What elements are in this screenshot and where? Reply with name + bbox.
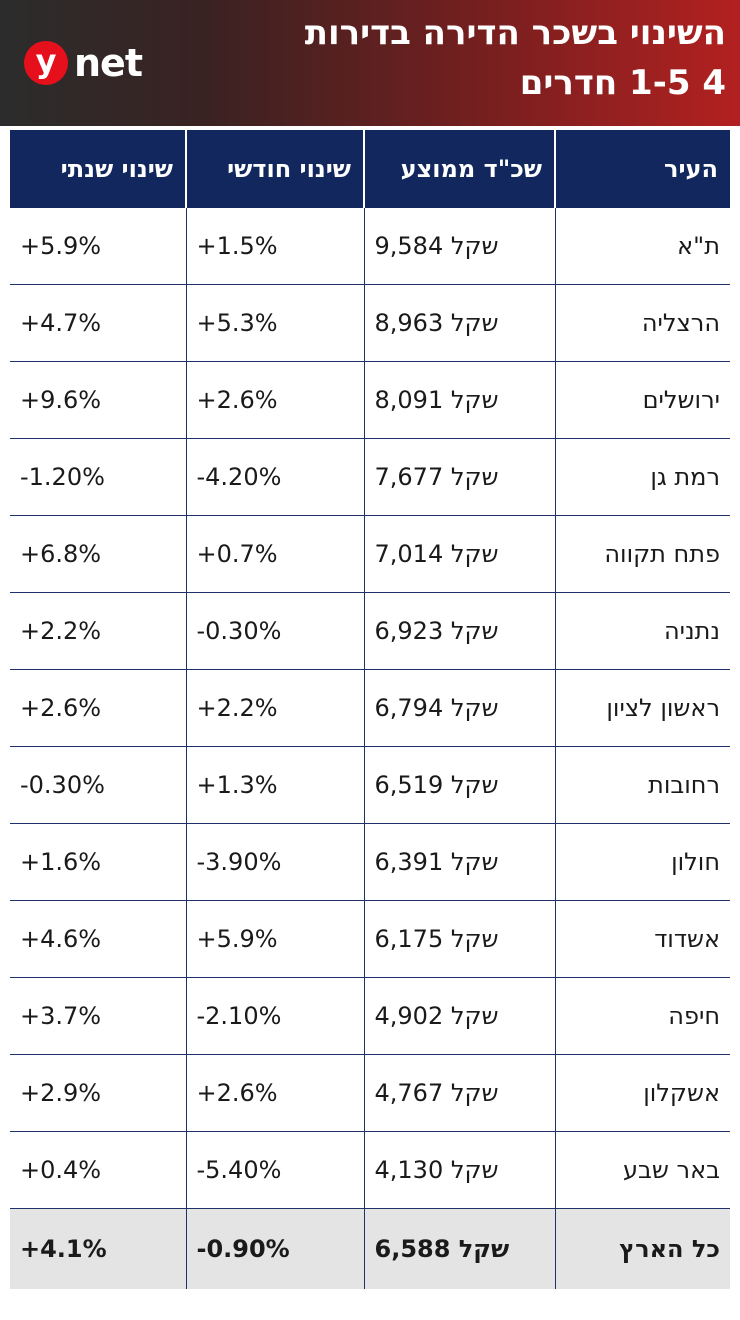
cell-monthly: +0.7% [185, 515, 364, 593]
cell-monthly: +5.3% [185, 284, 364, 362]
ynet-logo-y: y [24, 41, 68, 85]
cell-city: נתניה [554, 592, 730, 670]
cell-yearly: +6.8% [10, 515, 186, 593]
title-line-2: 4 1-5 חדרים [519, 63, 726, 103]
cell-city: פתח תקווה [554, 515, 730, 593]
cell-rent: 6,923 שקל [363, 592, 555, 670]
cell-yearly: +4.6% [10, 900, 186, 978]
table-row: נתניה 6,923 שקל -0.30% +2.2% [10, 592, 730, 670]
graphic-header: השינוי בשכר הדירה בדירות 4 1-5 חדרים y n… [0, 0, 740, 126]
cell-city: חולון [554, 823, 730, 901]
cell-monthly: +2.2% [185, 669, 364, 747]
cell-city: ת"א [554, 208, 730, 285]
cell-yearly: +5.9% [10, 208, 186, 285]
cell-monthly: +5.9% [185, 900, 364, 978]
header-city: העיר [554, 130, 730, 208]
cell-yearly: +1.6% [10, 823, 186, 901]
cell-monthly: +2.6% [185, 361, 364, 439]
total-rent: 6,588 שקל [363, 1208, 555, 1289]
header-yearly-change: שינוי שנתי [10, 130, 186, 208]
cell-rent: 6,175 שקל [363, 900, 555, 978]
cell-rent: 6,794 שקל [363, 669, 555, 747]
cell-yearly: +4.7% [10, 284, 186, 362]
table-row: ראשון לציון 6,794 שקל +2.2% +2.6% [10, 669, 730, 747]
table-row: הרצליה 8,963 שקל +5.3% +4.7% [10, 284, 730, 362]
table-header-row: העיר שכ"ד ממוצע שינוי חודשי שינוי שנתי [10, 130, 730, 208]
cell-rent: 8,091 שקל [363, 361, 555, 439]
cell-monthly: -5.40% [185, 1131, 364, 1209]
cell-city: ירושלים [554, 361, 730, 439]
total-monthly: -0.90% [185, 1208, 364, 1289]
cell-monthly: -2.10% [185, 977, 364, 1055]
cell-yearly: +2.6% [10, 669, 186, 747]
table-body: ת"א 9,584 שקל +1.5% +5.9% הרצליה 8,963 שקל +5.… [10, 208, 730, 1289]
cell-rent: 6,519 שקל [363, 746, 555, 824]
cell-city: רחובות [554, 746, 730, 824]
cell-rent: 6,391 שקל [363, 823, 555, 901]
cell-rent: 7,677 שקל [363, 438, 555, 516]
header-monthly-change: שינוי חודשי [185, 130, 364, 208]
total-city: כל הארץ [554, 1208, 730, 1289]
cell-city: אשקלון [554, 1054, 730, 1132]
table-row: אשדוד 6,175 שקל +5.9% +4.6% [10, 900, 730, 978]
cell-yearly: +9.6% [10, 361, 186, 439]
cell-yearly: +0.4% [10, 1131, 186, 1209]
cell-city: הרצליה [554, 284, 730, 362]
cell-yearly: +3.7% [10, 977, 186, 1055]
cell-yearly: +2.2% [10, 592, 186, 670]
cell-yearly: -0.30% [10, 746, 186, 824]
cell-city: חיפה [554, 977, 730, 1055]
table-row: פתח תקווה 7,014 שקל +0.7% +6.8% [10, 515, 730, 593]
table-row: אשקלון 4,767 שקל +2.6% +2.9% [10, 1054, 730, 1132]
cell-city: ראשון לציון [554, 669, 730, 747]
cell-rent: 9,584 שקל [363, 208, 555, 285]
cell-rent: 4,130 שקל [363, 1131, 555, 1209]
table-row: רמת גן 7,677 שקל -4.20% -1.20% [10, 438, 730, 516]
table-row: באר שבע 4,130 שקל -5.40% +0.4% [10, 1131, 730, 1209]
cell-rent: 4,767 שקל [363, 1054, 555, 1132]
cell-rent: 8,963 שקל [363, 284, 555, 362]
cell-monthly: -4.20% [185, 438, 364, 516]
rent-change-table: העיר שכ"ד ממוצע שינוי חודשי שינוי שנתי ת… [10, 130, 730, 1289]
cell-monthly: -3.90% [185, 823, 364, 901]
cell-city: רמת גן [554, 438, 730, 516]
cell-rent: 4,902 שקל [363, 977, 555, 1055]
table-row: חולון 6,391 שקל -3.90% +1.6% [10, 823, 730, 901]
cell-city: אשדוד [554, 900, 730, 978]
cell-yearly: +2.9% [10, 1054, 186, 1132]
title-line-1: השינוי בשכר הדירה בדירות [304, 13, 726, 53]
cell-yearly: -1.20% [10, 438, 186, 516]
cell-monthly: +1.3% [185, 746, 364, 824]
table-row: ת"א 9,584 שקל +1.5% +5.9% [10, 208, 730, 285]
table-row: ירושלים 8,091 שקל +2.6% +9.6% [10, 361, 730, 439]
ynet-logo-net: net [74, 41, 143, 85]
cell-city: באר שבע [554, 1131, 730, 1209]
table-row: רחובות 6,519 שקל +1.3% -0.30% [10, 746, 730, 824]
cell-monthly: -0.30% [185, 592, 364, 670]
cell-rent: 7,014 שקל [363, 515, 555, 593]
cell-monthly: +2.6% [185, 1054, 364, 1132]
header-average-rent: שכ"ד ממוצע [363, 130, 555, 208]
table-row: חיפה 4,902 שקל -2.10% +3.7% [10, 977, 730, 1055]
ynet-logo: y net [24, 38, 143, 88]
table-row-total: כל הארץ 6,588 שקל -0.90% +4.1% [10, 1208, 730, 1289]
graphic-title: השינוי בשכר הדירה בדירות 4 1-5 חדרים [305, 8, 726, 108]
total-yearly: +4.1% [10, 1208, 186, 1289]
cell-monthly: +1.5% [185, 208, 364, 285]
